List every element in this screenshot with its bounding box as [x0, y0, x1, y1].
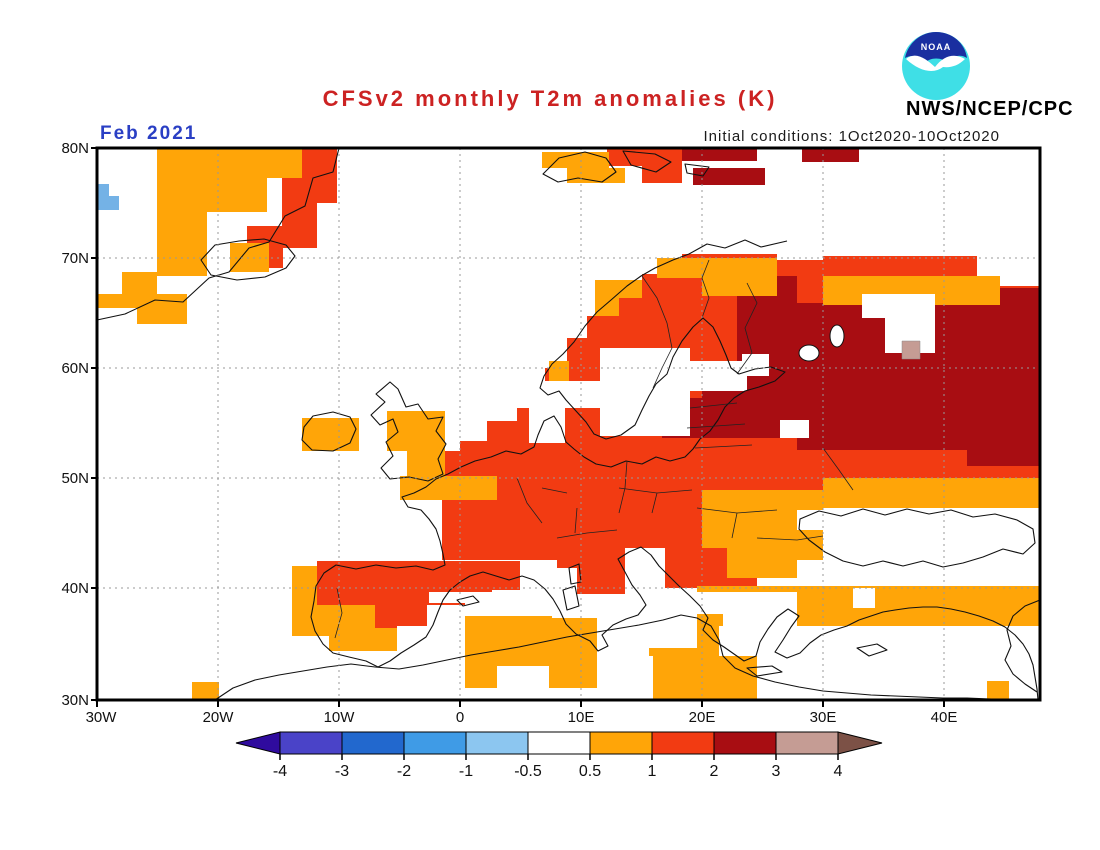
x-axis-labels: 30W 20W 10W 0 10E 20E 30E 40E: [86, 709, 958, 726]
y-tick-label: 70N: [61, 250, 89, 267]
colorbar-segment: [341, 731, 405, 755]
coast-ireland: [301, 411, 357, 452]
x-tick-label: 10E: [568, 709, 595, 726]
y-tick-label: 30N: [61, 692, 89, 709]
colorbar-arrow-right: [837, 731, 883, 755]
colorbar-label: -2: [397, 763, 411, 780]
noaa-logo-shell: [905, 32, 967, 63]
y-tick-label: 80N: [61, 140, 89, 157]
anomaly-region-plus05-1: [97, 148, 1040, 700]
coast-continental-europe: [310, 239, 1039, 701]
graticule-gridlines: [97, 148, 1040, 700]
colorbar-segment: [775, 731, 839, 755]
y-axis-labels: 80N 70N 60N 50N 40N 30N: [61, 140, 89, 709]
colorbar-label: -1: [459, 763, 473, 780]
noaa-logo-gull-icon: [906, 55, 965, 71]
noaa-logo: NOAA: [902, 32, 970, 100]
colorbar-label: -0.5: [514, 763, 542, 780]
map-plot: 80N 70N 60N 50N 40N 30N 30W 20W 10W 0 10…: [61, 140, 1042, 726]
map-interior: [95, 146, 1042, 702]
colorbar-label: 3: [772, 763, 781, 780]
country-borders: [334, 259, 854, 639]
coast-svalbard: [542, 150, 710, 183]
anomaly-region-plus2-3: [662, 148, 1040, 466]
neutral-white-areas: [397, 233, 1040, 700]
x-tick-label: 10W: [324, 709, 356, 726]
colorbar-segment: [403, 731, 467, 755]
colorbar-label: -3: [335, 763, 349, 780]
x-tick-label: 20W: [203, 709, 235, 726]
x-tick-label: 0: [456, 709, 464, 726]
x-tick-label: 30E: [810, 709, 837, 726]
colorbar-segment: [651, 731, 715, 755]
coast-north-africa: [214, 614, 1040, 701]
colorbar-segment: [465, 731, 529, 755]
page-title: CFSv2 monthly T2m anomalies (K): [322, 86, 778, 111]
coastlines: [96, 147, 1041, 701]
noaa-logo-text: NOAA: [921, 42, 952, 52]
colorbar-label: 0.5: [579, 763, 601, 780]
colorbar-segment: [589, 731, 653, 755]
colorbar-arrow-left: [235, 731, 281, 755]
y-tick-label: 60N: [61, 360, 89, 377]
colorbar-label: 2: [710, 763, 719, 780]
coast-iceland: [200, 238, 296, 281]
anomaly-cell-plus3-4: [901, 340, 921, 360]
agency-credit-label: NWS/NCEP/CPC: [906, 98, 1074, 120]
x-tick-label: 40E: [931, 709, 958, 726]
map-frame: [95, 146, 1042, 702]
colorbar-label: -4: [273, 763, 287, 780]
coast-great-britain: [370, 381, 447, 482]
x-tick-label: 30W: [86, 709, 118, 726]
colorbar-ticks: [279, 754, 839, 760]
lake-ladoga: [798, 344, 820, 362]
coast-islands: [456, 563, 888, 677]
initial-conditions-label: Initial conditions: 1Oct2020-10Oct2020: [703, 128, 1000, 145]
coast-caspian: [1004, 599, 1041, 693]
colorbar-segment: [527, 731, 591, 755]
x-tick-label: 20E: [689, 709, 716, 726]
y-tick-label: 50N: [61, 470, 89, 487]
coast-black-sea: [798, 508, 1036, 568]
colorbar-label: 1: [648, 763, 657, 780]
axis-ticks: [91, 147, 945, 707]
colorbar-label: 4: [834, 763, 843, 780]
y-tick-label: 40N: [61, 580, 89, 597]
lake-onega: [829, 324, 845, 348]
coast-greenland: [96, 147, 340, 321]
colorbar-segment: [713, 731, 777, 755]
colorbar-segment: [279, 731, 343, 755]
forecast-date-label: Feb 2021: [100, 123, 198, 144]
anomaly-cell-minus: [97, 184, 119, 210]
colorbar-legend: -4 -3 -2 -1 -0.5 0.5 1 2 3 4: [235, 731, 883, 780]
